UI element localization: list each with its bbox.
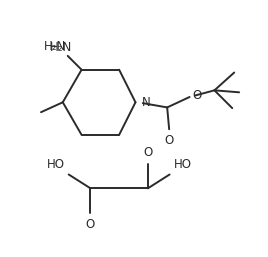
Text: H₂N: H₂N [49, 41, 72, 54]
Text: HO: HO [47, 158, 65, 171]
Text: H₂N: H₂N [43, 40, 66, 53]
Text: O: O [165, 134, 174, 147]
Text: O: O [86, 218, 95, 231]
Text: HO: HO [174, 158, 192, 171]
Text: O: O [143, 146, 152, 159]
Text: O: O [193, 88, 202, 102]
Text: N: N [142, 96, 151, 109]
